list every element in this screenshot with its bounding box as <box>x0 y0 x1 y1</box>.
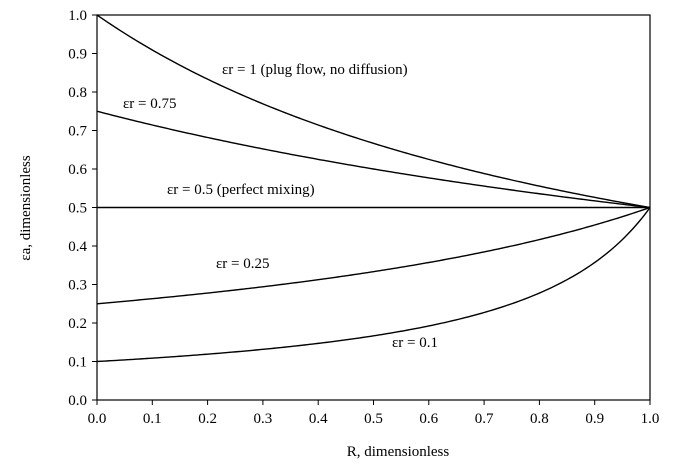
series-label-2: εr = 0.5 (perfect mixing) <box>167 182 315 198</box>
y-tick-label: 0.7 <box>68 124 87 140</box>
y-tick-label: 0.4 <box>68 239 87 255</box>
y-tick-label: 0.0 <box>68 393 87 409</box>
x-tick-label: 0.6 <box>419 411 438 427</box>
series-label-3: εr = 0.25 <box>216 256 270 272</box>
y-tick-label: 0.3 <box>68 278 87 294</box>
y-tick-label: 0.5 <box>68 201 87 217</box>
y-axis-title: εa, dimensionless <box>18 155 34 261</box>
y-tick-label: 0.2 <box>68 316 87 332</box>
series-line-4 <box>96 207 651 363</box>
curves <box>96 14 651 363</box>
y-tick-label: 0.9 <box>68 47 87 63</box>
x-tick-label: 0.2 <box>198 411 217 427</box>
x-tick-label: 0.0 <box>88 411 107 427</box>
y-tick-label: 0.1 <box>68 355 87 371</box>
axes: 0.0 0.1 0.2 0.3 0.4 0.5 0.6 0.7 0.8 0.9 1.0 0.0 0.1 0… <box>68 8 659 427</box>
x-tick-label: 0.4 <box>309 411 328 427</box>
y-tick-label: 0.6 <box>68 162 87 178</box>
x-tick-label: 0.5 <box>364 411 383 427</box>
series-line-3 <box>96 206 651 305</box>
x-axis-title: R, dimensionless <box>347 444 450 460</box>
x-tick-label: 0.1 <box>143 411 162 427</box>
x-tick-label: 0.3 <box>254 411 273 427</box>
series-label-0: εr = 1 (plug flow, no diffusion) <box>222 62 408 78</box>
x-tick-label: 0.9 <box>585 411 604 427</box>
series-line-1 <box>96 110 651 209</box>
x-tick-label: 0.7 <box>475 411 494 427</box>
series-label-1: εr = 0.75 <box>123 96 177 112</box>
y-tick-label: 1.0 <box>68 8 87 24</box>
series-label-4: εr = 0.1 <box>392 335 438 351</box>
series-line-0 <box>96 14 651 209</box>
curve-labels: εr = 1 (plug flow, no diffusion) εr = 0.7… <box>123 62 438 351</box>
x-tick-label: 1.0 <box>641 411 660 427</box>
y-tick-label: 0.8 <box>68 85 87 101</box>
x-tick-label: 0.8 <box>530 411 549 427</box>
